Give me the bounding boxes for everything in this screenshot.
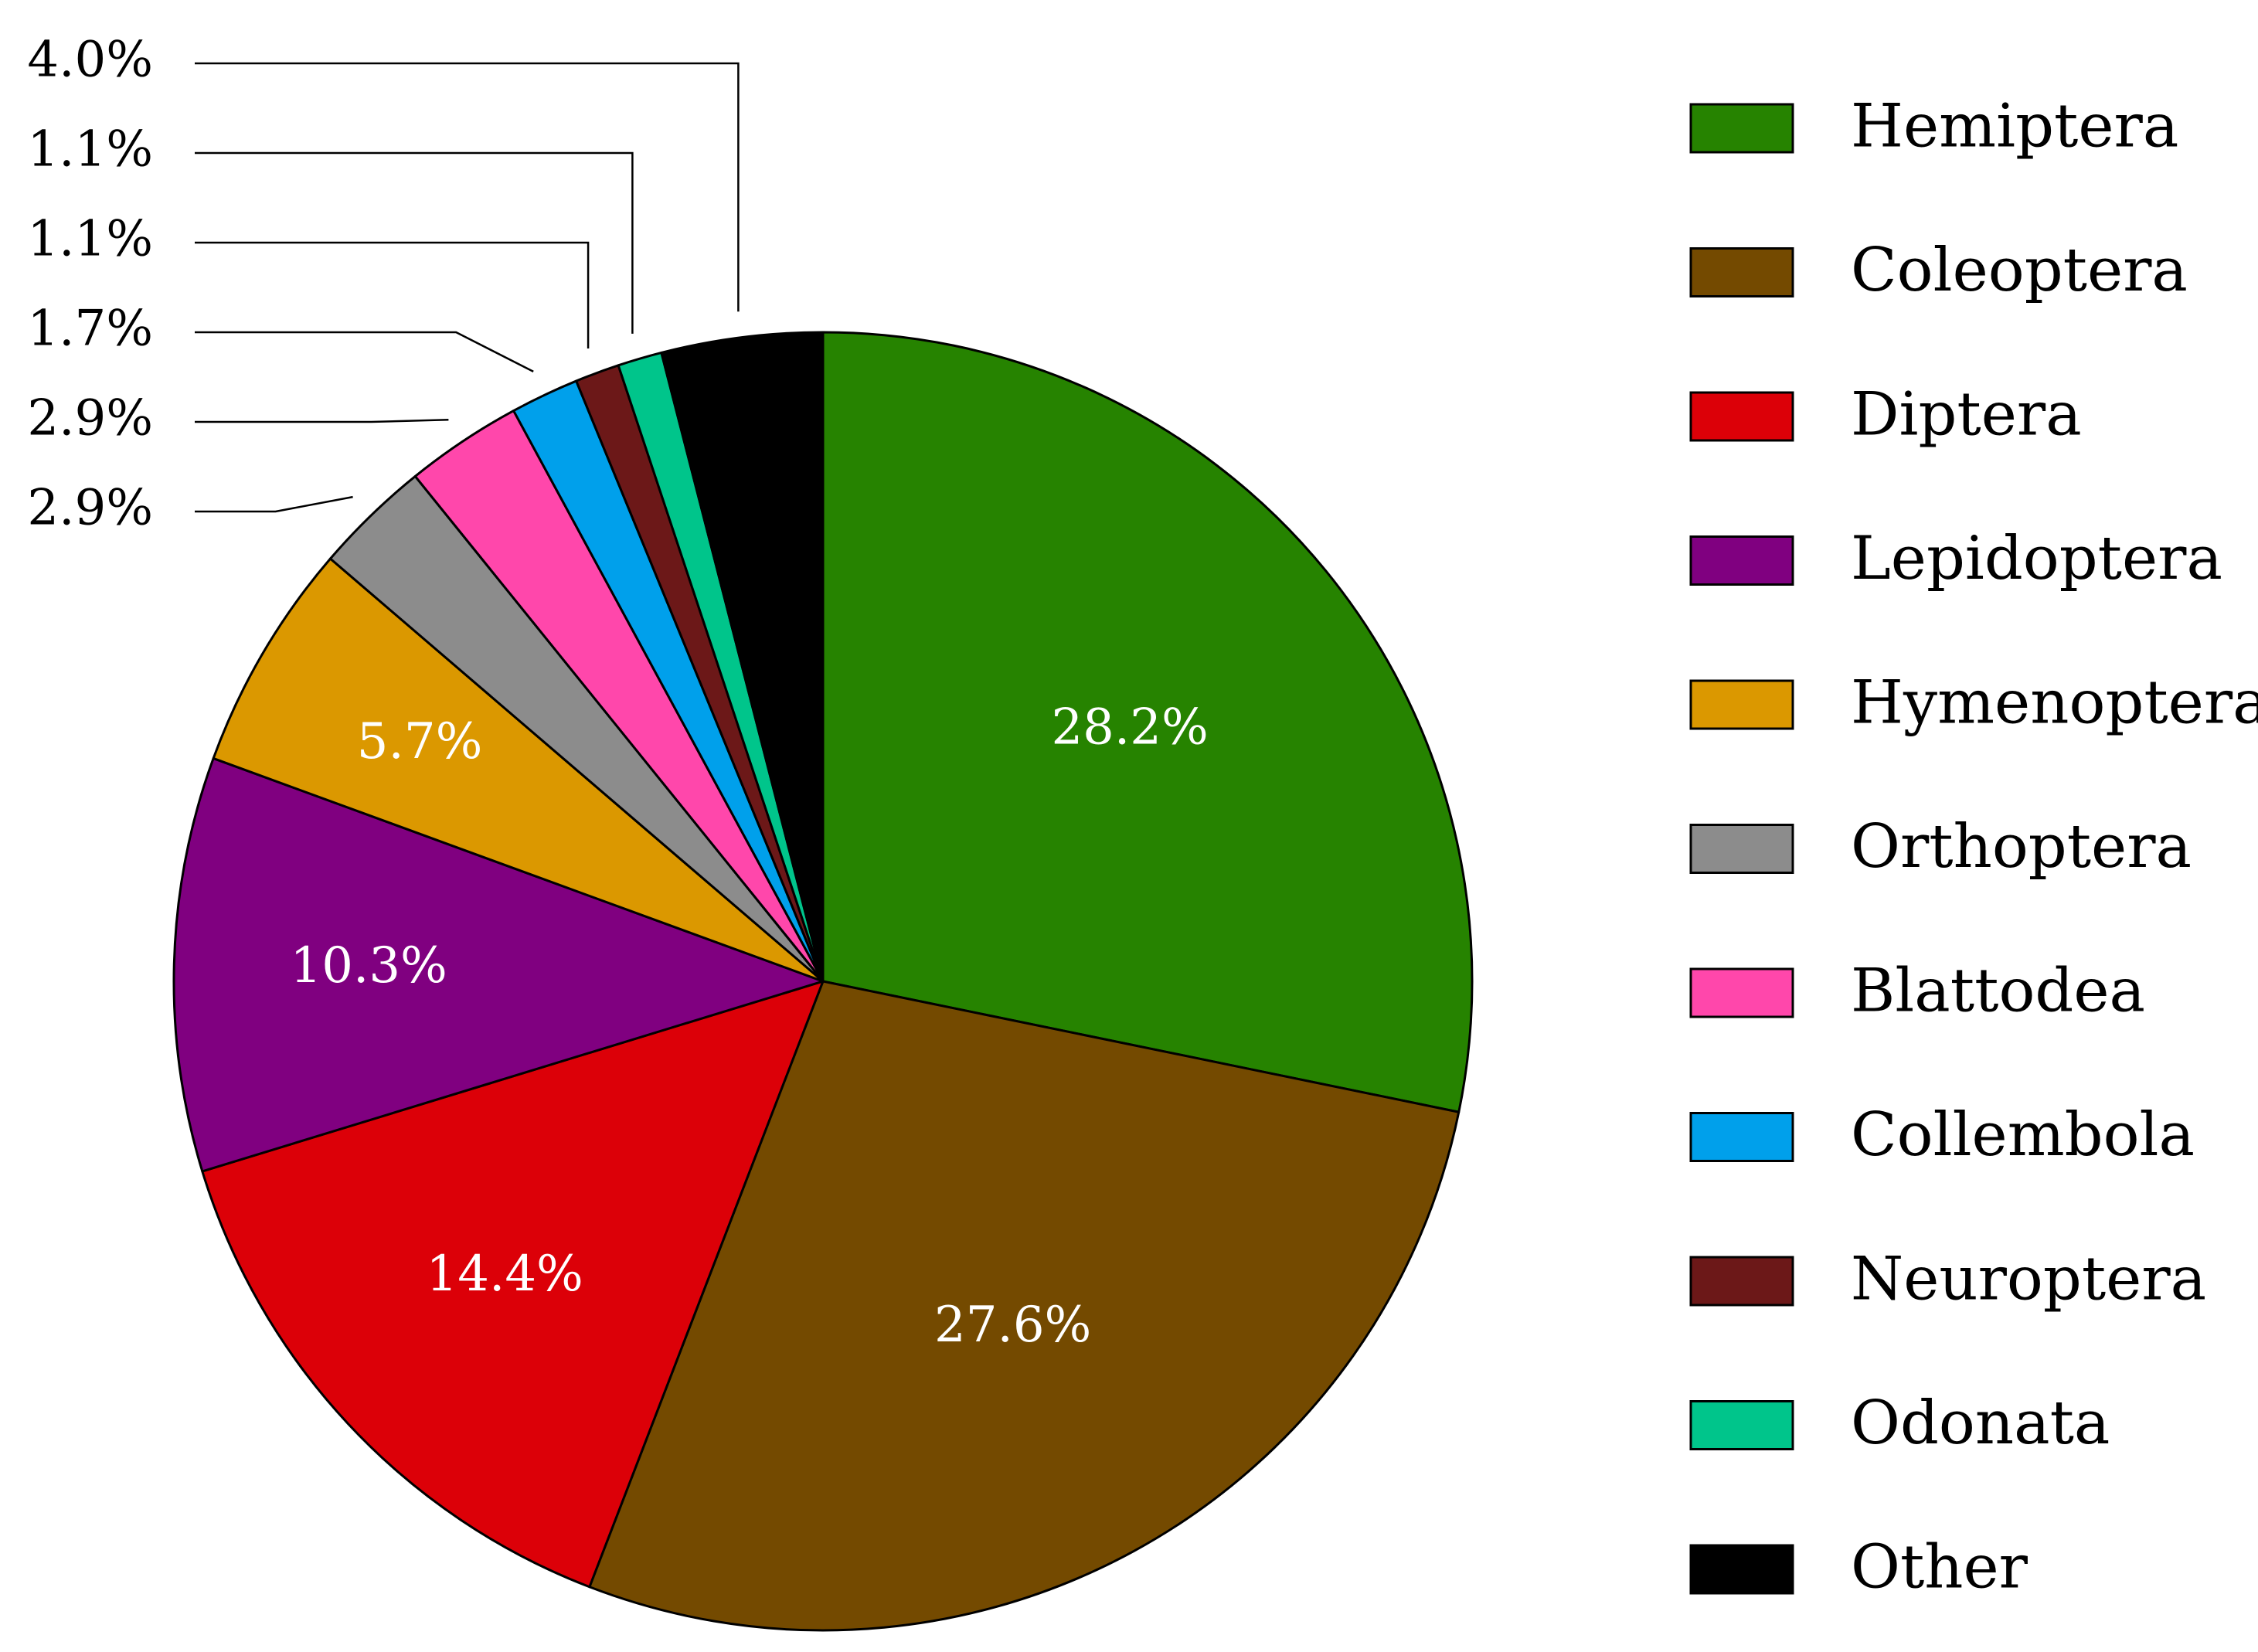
legend-swatch-orthoptera	[1689, 824, 1794, 874]
legend-label-blattodea: Blattodea	[1851, 957, 2145, 1026]
legend-item-neuroptera: Neuroptera	[1689, 1245, 2206, 1314]
inside-percent-labels: 28.2% 27.6% 14.4% 10.3% 5.7%	[291, 699, 1209, 1354]
slice-label-hymenoptera: 5.7%	[357, 713, 483, 770]
legend-label-collembola: Collembola	[1851, 1100, 2195, 1170]
legend-label-orthoptera: Orthoptera	[1851, 812, 2192, 882]
legend-swatch-hemiptera	[1689, 103, 1794, 154]
legend-label-other: Other	[1851, 1533, 2028, 1603]
pie-slice-lepidoptera	[172, 756, 825, 1173]
legend-item-blattodea: Blattodea	[1689, 957, 2145, 1026]
legend-swatch-collembola	[1689, 1112, 1794, 1162]
slice-label-other: 4.0%	[27, 32, 153, 89]
legend-item-odonata: Odonata	[1689, 1389, 2110, 1458]
leader-line-collembola	[195, 331, 534, 373]
leader-line-neuroptera	[195, 241, 590, 348]
pie-slice-diptera	[201, 980, 825, 1589]
slice-label-coleoptera: 27.6%	[934, 1297, 1091, 1354]
pie-slices	[172, 331, 1474, 1632]
legend-item-orthoptera: Orthoptera	[1689, 812, 2192, 882]
legend-label-hymenoptera: Hymenoptera	[1851, 668, 2258, 738]
legend-swatch-blattodea	[1689, 967, 1794, 1018]
legend-label-coleoptera: Coleoptera	[1851, 236, 2188, 305]
legend-item-collembola: Collembola	[1689, 1100, 2195, 1170]
legend-swatch-coleoptera	[1689, 247, 1794, 297]
legend-swatch-neuroptera	[1689, 1256, 1794, 1307]
leader-line-odonata	[195, 151, 634, 334]
legend-item-hymenoptera: Hymenoptera	[1689, 668, 2258, 738]
slice-label-hemiptera: 28.2%	[1051, 699, 1208, 756]
slice-label-blattodea: 2.9%	[27, 390, 153, 447]
legend-swatch-other	[1689, 1544, 1794, 1595]
legend-swatch-diptera	[1689, 391, 1794, 442]
slice-label-orthoptera: 2.9%	[27, 480, 153, 537]
slice-label-odonata: 1.1%	[27, 121, 153, 178]
pie-slice-hemiptera	[821, 331, 1474, 1113]
slice-label-diptera: 14.4%	[427, 1246, 583, 1303]
legend: Hemiptera Coleoptera Diptera Lepidoptera Hym…	[1689, 92, 2258, 1603]
legend-label-neuroptera: Neuroptera	[1851, 1245, 2206, 1314]
leader-lines	[195, 62, 740, 513]
legend-item-hemiptera: Hemiptera	[1689, 92, 2178, 161]
legend-swatch-odonata	[1689, 1400, 1794, 1450]
slice-label-collembola: 1.7%	[27, 301, 153, 358]
slice-label-lepidoptera: 10.3%	[291, 937, 447, 994]
legend-item-lepidoptera: Lepidoptera	[1689, 524, 2222, 593]
legend-label-diptera: Diptera	[1851, 380, 2082, 450]
legend-label-odonata: Odonata	[1851, 1389, 2110, 1458]
legend-swatch-hymenoptera	[1689, 679, 1794, 730]
pie-slice-coleoptera	[588, 980, 1461, 1632]
pie-slice-other	[660, 331, 825, 983]
outside-percent-labels: 4.0% 1.1% 1.1% 1.7% 2.9% 2.9%	[27, 32, 153, 537]
legend-item-coleoptera: Coleoptera	[1689, 236, 2188, 305]
slice-label-neuroptera: 1.1%	[27, 211, 153, 268]
leader-line-other	[195, 62, 740, 312]
leader-line-orthoptera	[195, 495, 353, 513]
legend-item-diptera: Diptera	[1689, 380, 2082, 450]
legend-item-other: Other	[1689, 1533, 2028, 1603]
legend-label-lepidoptera: Lepidoptera	[1851, 524, 2222, 593]
legend-label-hemiptera: Hemiptera	[1851, 92, 2178, 161]
legend-swatch-lepidoptera	[1689, 535, 1794, 586]
pie-slice-hymenoptera	[212, 557, 825, 983]
leader-line-blattodea	[195, 418, 449, 423]
